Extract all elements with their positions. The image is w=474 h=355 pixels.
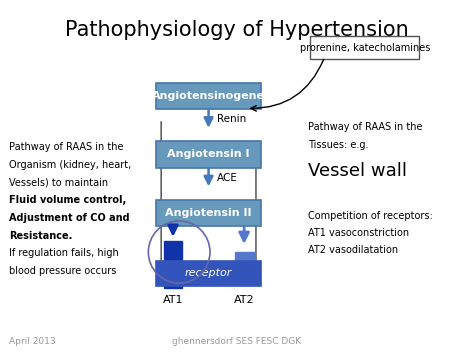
Text: Tissues: e.g.: Tissues: e.g. [308, 140, 369, 150]
Bar [164, 241, 182, 288]
Text: Angiotensin II: Angiotensin II [165, 208, 252, 218]
Text: Pathway of RAAS in the: Pathway of RAAS in the [9, 142, 124, 152]
FancyBboxPatch shape [156, 83, 261, 109]
Text: Organism (kidney, heart,: Organism (kidney, heart, [9, 160, 132, 170]
Text: Vessels) to maintain: Vessels) to maintain [9, 178, 109, 187]
Text: Renin: Renin [217, 114, 246, 124]
Bar [235, 252, 254, 284]
Text: Resistance.: Resistance. [9, 231, 73, 241]
Text: ghennersdorf SES FESC DGK: ghennersdorf SES FESC DGK [173, 337, 301, 346]
Text: prorenine, katecholamines: prorenine, katecholamines [300, 43, 430, 53]
Text: Vessel wall: Vessel wall [308, 162, 407, 180]
Text: Pathophysiology of Hypertension: Pathophysiology of Hypertension [65, 20, 409, 40]
Text: Angiotensin I: Angiotensin I [167, 149, 250, 159]
Text: If regulation fails, high: If regulation fails, high [9, 248, 119, 258]
Text: Adjustment of CO and: Adjustment of CO and [9, 213, 130, 223]
Text: blood pressure occurs: blood pressure occurs [9, 266, 117, 276]
Text: AT2 vasodilatation: AT2 vasodilatation [308, 245, 398, 255]
FancyBboxPatch shape [310, 36, 419, 59]
Text: Fluid volume control,: Fluid volume control, [9, 195, 127, 205]
Text: AT2: AT2 [234, 295, 255, 305]
Text: Angiotensinogene: Angiotensinogene [152, 91, 265, 101]
Text: April 2013: April 2013 [9, 337, 56, 346]
Text: Pathway of RAAS in the: Pathway of RAAS in the [308, 122, 423, 132]
Text: AT1: AT1 [163, 295, 183, 305]
FancyBboxPatch shape [156, 200, 261, 226]
FancyBboxPatch shape [156, 261, 261, 286]
Text: receptor: receptor [185, 268, 232, 278]
Text: Competition of receptors:: Competition of receptors: [308, 211, 433, 221]
FancyBboxPatch shape [156, 141, 261, 168]
Text: ACE: ACE [217, 173, 238, 183]
Text: AT1 vasoconstriction: AT1 vasoconstriction [308, 228, 409, 238]
